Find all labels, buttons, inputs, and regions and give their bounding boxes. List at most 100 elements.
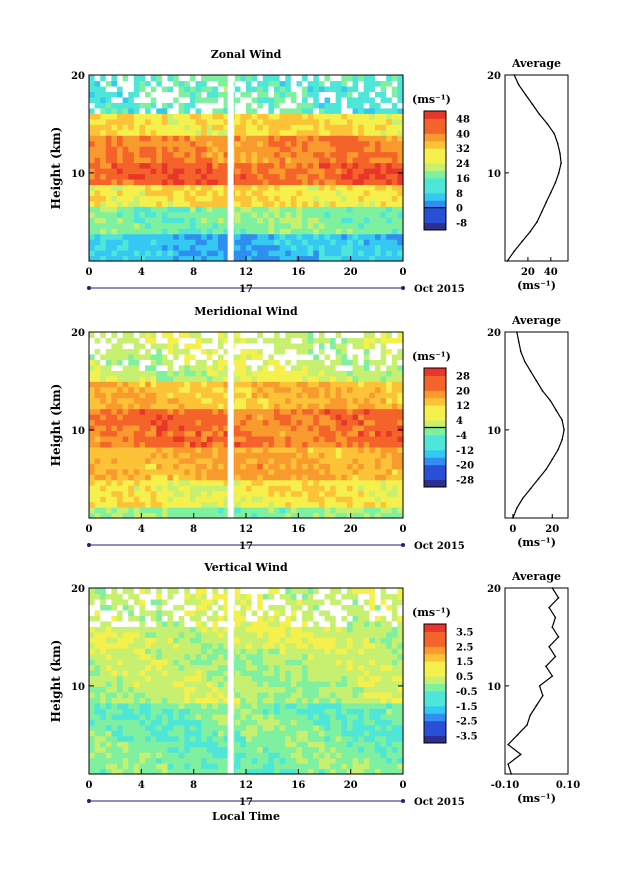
heatmap-cell	[302, 179, 308, 185]
heatmap-cell	[353, 502, 359, 508]
colorbar-swatch	[424, 413, 446, 421]
heatmap-cell	[268, 141, 274, 147]
heatmap-cell	[190, 681, 196, 687]
heatmap-cell	[285, 463, 291, 469]
heatmap-cell	[325, 141, 331, 147]
heatmap-cell	[156, 632, 162, 638]
heatmap-cell	[308, 480, 314, 486]
heatmap-cell	[168, 348, 174, 354]
heatmap-cell	[313, 130, 319, 136]
heatmap-cell	[218, 708, 224, 714]
heatmap-cell	[330, 245, 336, 251]
heatmap-cell	[179, 425, 185, 431]
heatmap-cell	[257, 102, 263, 108]
heatmap-cell	[336, 239, 342, 245]
heatmap-cell	[252, 670, 258, 676]
heatmap-cell	[111, 626, 117, 632]
heatmap-cell	[162, 588, 168, 594]
heatmap-cell	[156, 436, 162, 442]
heatmap-cell	[151, 474, 157, 480]
heatmap-cell	[201, 747, 207, 753]
heatmap-cell	[179, 686, 185, 692]
heatmap-cell	[285, 206, 291, 212]
heatmap-cell	[353, 141, 359, 147]
heatmap-cell	[240, 763, 246, 769]
heatmap-cell	[212, 496, 218, 502]
heatmap-cell	[162, 124, 168, 130]
heatmap-cell	[173, 626, 179, 632]
heatmap-cell	[151, 97, 157, 103]
heatmap-cell	[330, 113, 336, 119]
heatmap-cell	[173, 381, 179, 387]
heatmap-cell	[308, 75, 314, 81]
heatmap-cell	[319, 157, 325, 163]
heatmap-cell	[184, 124, 190, 130]
heatmap-cell	[134, 747, 140, 753]
heatmap-cell	[106, 507, 112, 513]
heatmap-cell	[296, 245, 302, 251]
heatmap-cell	[291, 108, 297, 114]
heatmap-cell	[134, 676, 140, 682]
heatmap-cell	[173, 223, 179, 229]
heatmap-cell	[302, 398, 308, 404]
heatmap-cell	[201, 398, 207, 404]
heatmap-cell	[212, 452, 218, 458]
heatmap-cell	[151, 173, 157, 179]
heatmap-cell	[347, 234, 353, 240]
heatmap-cell	[111, 157, 117, 163]
heatmap-cell	[325, 381, 331, 387]
heatmap-cell	[268, 381, 274, 387]
heatmap-cell	[375, 130, 381, 136]
heatmap-cell	[156, 234, 162, 240]
heatmap-cell	[308, 414, 314, 420]
heatmap-cell	[347, 217, 353, 223]
heatmap-cell	[218, 348, 224, 354]
heatmap-cell	[117, 80, 123, 86]
heatmap-cell	[235, 398, 241, 404]
heatmap-cell	[274, 463, 280, 469]
heatmap-cell	[106, 365, 112, 371]
heatmap-cell	[134, 392, 140, 398]
y-axis-label: Height (km)	[49, 384, 63, 467]
heatmap-cell	[386, 425, 392, 431]
heatmap-cell	[117, 195, 123, 201]
heatmap-cell	[168, 730, 174, 736]
heatmap-cell	[313, 447, 319, 453]
heatmap-cell	[139, 654, 145, 660]
heatmap-cell	[392, 212, 398, 218]
heatmap-cell	[196, 146, 202, 152]
heatmap-cell	[179, 113, 185, 119]
heatmap-cell	[291, 430, 297, 436]
heatmap-cell	[358, 124, 364, 130]
heatmap-cell	[392, 480, 398, 486]
heatmap-cell	[190, 463, 196, 469]
heatmap-cell	[240, 425, 246, 431]
heatmap-cell	[274, 507, 280, 513]
heatmap-cell	[263, 113, 269, 119]
heatmap-cell	[302, 102, 308, 108]
heatmap-cell	[212, 491, 218, 497]
heatmap-cell	[100, 376, 106, 382]
heatmap-cell	[145, 337, 151, 343]
heatmap-cell	[257, 239, 263, 245]
heatmap-cell	[212, 234, 218, 240]
heatmap-cell	[173, 97, 179, 103]
heatmap-cell	[212, 173, 218, 179]
heatmap-cell	[95, 681, 101, 687]
heatmap-cell	[123, 376, 129, 382]
heatmap-cell	[123, 365, 129, 371]
heatmap-cell	[381, 452, 387, 458]
heatmap-cell	[313, 359, 319, 365]
heatmap-cell	[117, 365, 123, 371]
heatmap-cell	[184, 730, 190, 736]
heatmap-cell	[100, 469, 106, 475]
heatmap-cell	[218, 146, 224, 152]
heatmap-cell	[246, 496, 252, 502]
heatmap-cell	[196, 648, 202, 654]
heatmap-cell	[392, 420, 398, 426]
heatmap-cell	[201, 474, 207, 480]
heatmap-cell	[128, 643, 134, 649]
heatmap-cell	[145, 610, 151, 616]
heatmap-cell	[392, 146, 398, 152]
heatmap-cell	[134, 502, 140, 508]
